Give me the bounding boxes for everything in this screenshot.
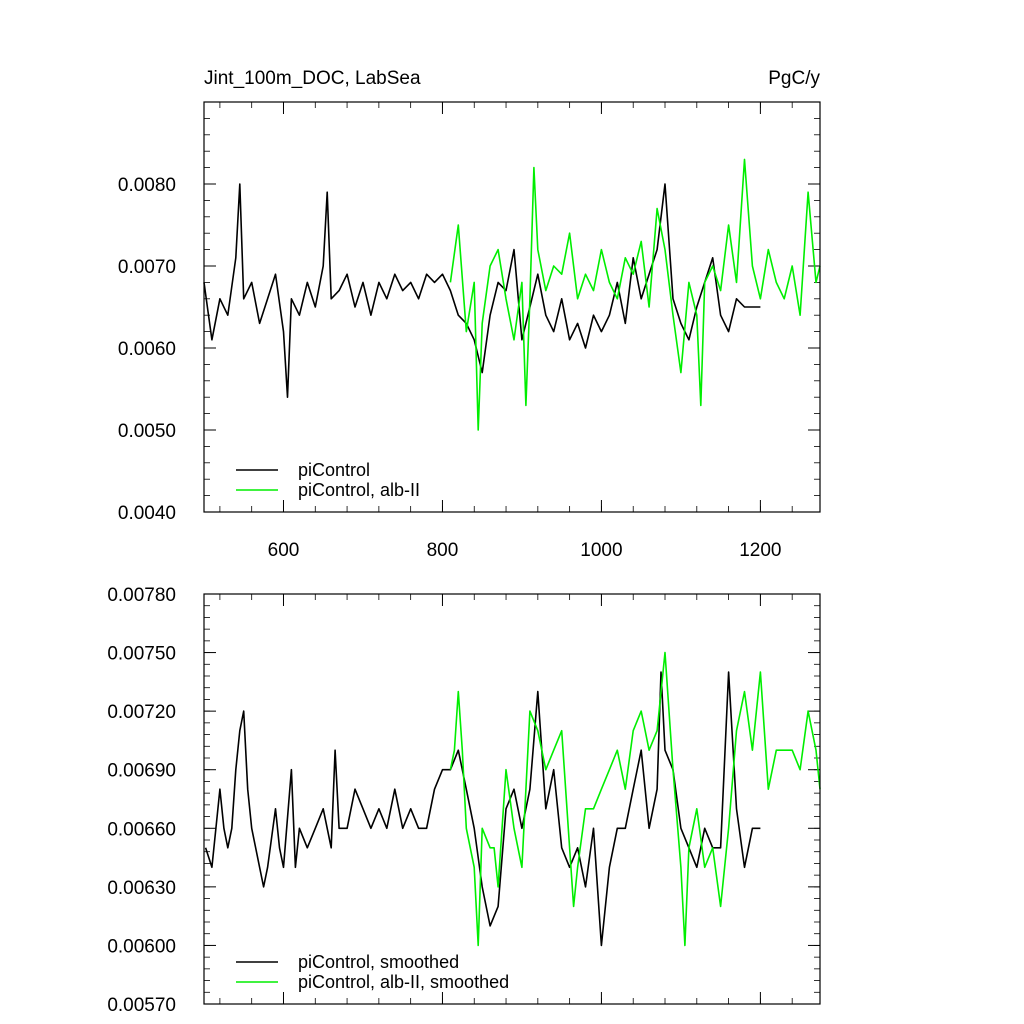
x-tick-label: 1200 (739, 540, 781, 561)
axis-tick-labels: 0.00570 0.00600 0.00630 0.00660 0.00690 0.007… (107, 585, 176, 1016)
units-label: PgC/y (768, 68, 820, 89)
plot-frame (203, 101, 821, 513)
legend: piControl, smoothed piControl, alb-II, s… (236, 952, 509, 992)
chart-title: Jint_100m_DOC, LabSea (204, 68, 421, 89)
y-tick-label: 0.00630 (107, 878, 176, 899)
y-tick-label: 0.00720 (107, 702, 176, 723)
axis-ticks (204, 593, 820, 1005)
y-tick-label: 0.0080 (118, 175, 176, 196)
x-tick-label: 800 (427, 540, 459, 561)
bottom-panel: 0.00570 0.00600 0.00630 0.00660 0.00690 0.007… (107, 585, 821, 1016)
series-line-0 (204, 671, 761, 947)
series-lines (203, 158, 821, 431)
y-tick-label: 0.0040 (118, 503, 176, 524)
y-tick-label: 0.00780 (107, 585, 176, 606)
x-tick-label: 1000 (580, 540, 622, 561)
y-tick-label: 0.00690 (107, 761, 176, 782)
y-tick-label: 0.00660 (107, 819, 176, 840)
y-tick-label: 0.0070 (118, 257, 176, 278)
legend: piControl piControl, alb-II (236, 460, 420, 500)
series-line-0 (203, 183, 761, 399)
series-line-1 (449, 651, 821, 947)
y-tick-label: 0.00570 (107, 995, 176, 1016)
plot-frame (203, 593, 821, 1005)
legend-label-alb-ii: piControl, alb-II (298, 480, 420, 500)
x-tick-label: 600 (268, 540, 300, 561)
y-tick-label: 0.00600 (107, 936, 176, 957)
legend-label-alb-ii-smoothed: piControl, alb-II, smoothed (298, 972, 509, 992)
series-lines (204, 651, 821, 947)
legend-label-picontrol: piControl (298, 460, 370, 480)
axis-ticks (204, 101, 820, 513)
y-tick-label: 0.0050 (118, 421, 176, 442)
top-panel: Jint_100m_DOC, LabSea PgC/y 0.0040 0.0050… (118, 68, 821, 561)
y-tick-label: 0.00750 (107, 644, 176, 665)
series-line-1 (449, 158, 821, 431)
axis-tick-labels: 0.0040 0.0050 0.0060 0.0070 0.0080 600 800 1000… (118, 175, 782, 561)
legend-label-smoothed: piControl, smoothed (298, 952, 459, 972)
y-tick-label: 0.0060 (118, 339, 176, 360)
